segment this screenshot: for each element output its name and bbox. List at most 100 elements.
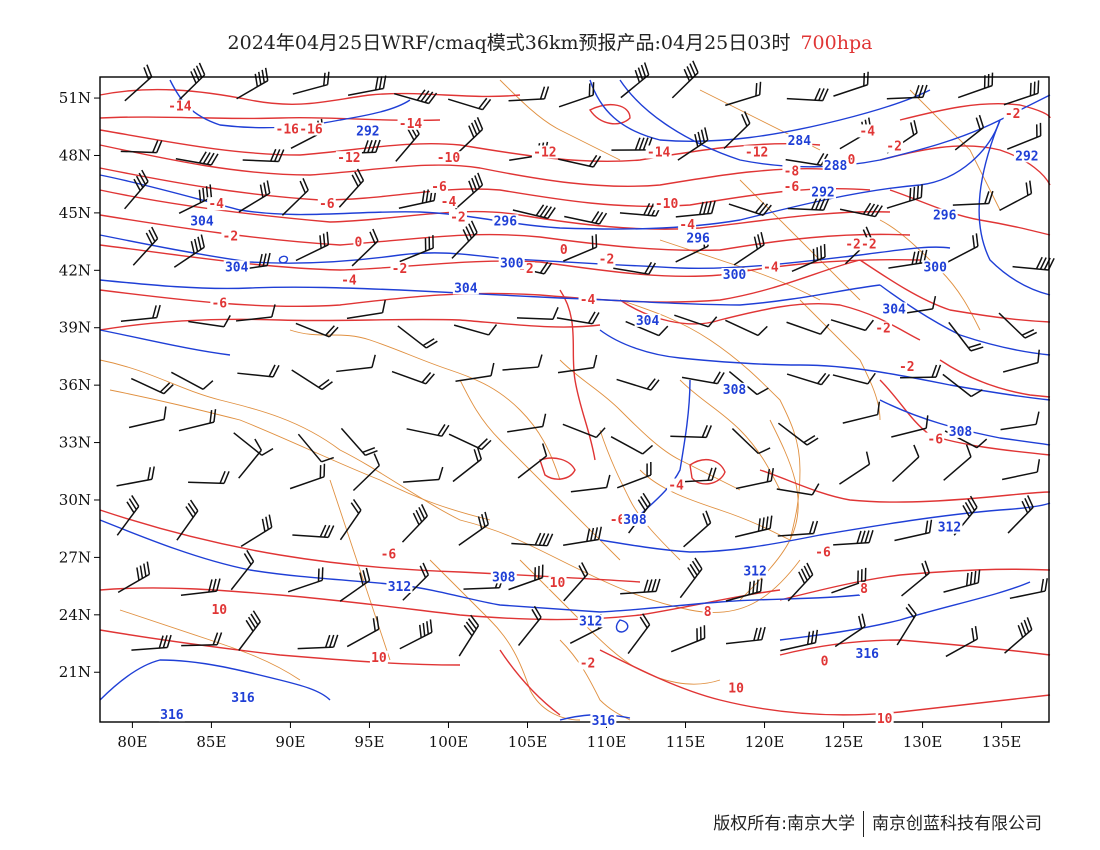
- geopotential-label-bg: [490, 570, 517, 584]
- temperature-label-bg: [578, 656, 597, 670]
- wind-barb: [616, 378, 660, 391]
- temperature-label-bg: [439, 195, 458, 209]
- temperature-label-bg: [858, 124, 877, 138]
- temperature-labels: -14-16 -16 -14-12 -10-6-4-2-12 -14-10-4-4 -6-…: [166, 99, 1022, 727]
- geopotential-labels: 292 284 288 292 292 296 304 304 296 296 300 300 300 3…: [158, 124, 1040, 729]
- temperature-label-bg: [702, 604, 713, 618]
- temperature-label: -6: [784, 180, 800, 195]
- wind-barb: [458, 614, 480, 657]
- geopotential-label-bg: [1013, 149, 1040, 163]
- temperature-label: -4: [679, 218, 695, 233]
- geopotential-label: 296: [494, 214, 518, 229]
- temperature-label-bg: [875, 712, 894, 725]
- wind-barb: [723, 111, 751, 150]
- wind-barb: [124, 169, 149, 210]
- temperature-label: 0: [821, 655, 829, 670]
- geopotential-label: 300: [723, 268, 747, 283]
- wind-barbs: [116, 60, 1055, 658]
- temperature-label: -4: [580, 293, 596, 308]
- temperature-label: -4: [341, 274, 357, 289]
- wind-barb: [173, 234, 205, 268]
- wind-barb: [670, 625, 706, 653]
- lon-tick-label: 105E: [508, 733, 548, 751]
- geopotential-label-bg: [158, 708, 185, 722]
- geopotential-label-bg: [230, 690, 257, 704]
- temperature-label-bg: [743, 145, 770, 159]
- wind-barb: [945, 233, 979, 264]
- temperature-label-bg: [819, 654, 830, 668]
- geopotential-label: 284: [788, 134, 812, 149]
- wind-barb: [998, 312, 1038, 339]
- geopotential-label: 316: [231, 691, 255, 706]
- temperature-label: -2: [875, 322, 891, 337]
- temperature-label: -10: [437, 151, 461, 166]
- wind-barb: [888, 249, 928, 269]
- temperature-label-bg: [667, 478, 686, 492]
- wind-barb: [188, 315, 231, 328]
- wind-barb: [132, 226, 159, 266]
- temperature-label-bg: [210, 296, 229, 310]
- wind-barb: [120, 304, 161, 322]
- lon-tick-label: 135E: [982, 733, 1022, 751]
- pressure-level: 700hpa: [800, 32, 873, 54]
- wind-barb: [563, 526, 603, 546]
- geopotential-label-bg: [742, 564, 769, 578]
- geopotential-label: 308: [949, 425, 973, 440]
- temperature-label-bg: [578, 292, 597, 306]
- geopotential-label-bg: [936, 520, 963, 534]
- temperature-label: -14: [168, 100, 192, 115]
- temperature-label-bg: [548, 576, 567, 590]
- wind-barb: [178, 184, 213, 215]
- lat-tick-label: 45N: [59, 204, 91, 222]
- temperature-label-bg: [814, 545, 833, 559]
- wind-barb: [236, 67, 269, 100]
- wind-barb: [238, 180, 271, 213]
- wind-barb: [120, 140, 163, 154]
- wind-barb: [833, 71, 869, 97]
- temperature-label-bg: [317, 197, 336, 211]
- temperature-label: -6: [610, 513, 626, 528]
- wind-barb: [679, 557, 703, 599]
- temperature-label: -2: [392, 262, 408, 277]
- geopotential-label: 300: [500, 256, 524, 271]
- geopotential-label: 304: [225, 260, 249, 275]
- longitude-axis: 80E 85E 90E 95E 100E 105E 110E 115E 120E 125E 130E…: [117, 733, 1021, 751]
- wind-barb: [517, 443, 548, 479]
- temperature-label: -4: [208, 197, 224, 212]
- wind-barb: [451, 220, 478, 259]
- geopotential-label-bg: [786, 133, 813, 147]
- lon-tick-label: 85E: [196, 733, 226, 751]
- wind-barb: [957, 72, 994, 99]
- wind-barb: [683, 510, 712, 548]
- copyright-text: 版权所有:南京大学: [713, 814, 855, 834]
- wind-barb: [833, 530, 874, 546]
- wind-barb: [178, 62, 206, 101]
- wind-barb: [406, 424, 450, 437]
- wind-barb: [508, 86, 550, 102]
- wind-barb: [346, 616, 380, 648]
- wind-barb: [517, 605, 542, 646]
- wind-barb: [131, 634, 172, 651]
- geopotential-label-bg: [685, 231, 712, 245]
- temperature-label-bg: [727, 681, 746, 695]
- temperature-label: -6: [381, 547, 397, 562]
- temperature-label: -6: [815, 545, 831, 560]
- lon-tick-label: 95E: [354, 733, 384, 751]
- wind-barb: [352, 453, 381, 492]
- wind-barb: [842, 401, 881, 424]
- geopotential-contours: [99, 79, 1051, 721]
- wind-barb: [292, 71, 330, 95]
- wind-barb: [999, 180, 1033, 212]
- temperature-label: -16: [299, 123, 323, 138]
- temperature-label: -6: [319, 197, 335, 212]
- temperature-label: -2: [1005, 107, 1021, 122]
- lon-tick-label: 90E: [275, 733, 305, 751]
- geopotential-label: 304: [190, 214, 214, 229]
- wind-barb: [287, 567, 324, 593]
- wind-barb: [456, 117, 484, 155]
- temperature-label-bg: [645, 145, 672, 159]
- temperature-label-bg: [859, 237, 878, 251]
- temperature-label-bg: [207, 197, 226, 211]
- wind-barb: [512, 204, 556, 220]
